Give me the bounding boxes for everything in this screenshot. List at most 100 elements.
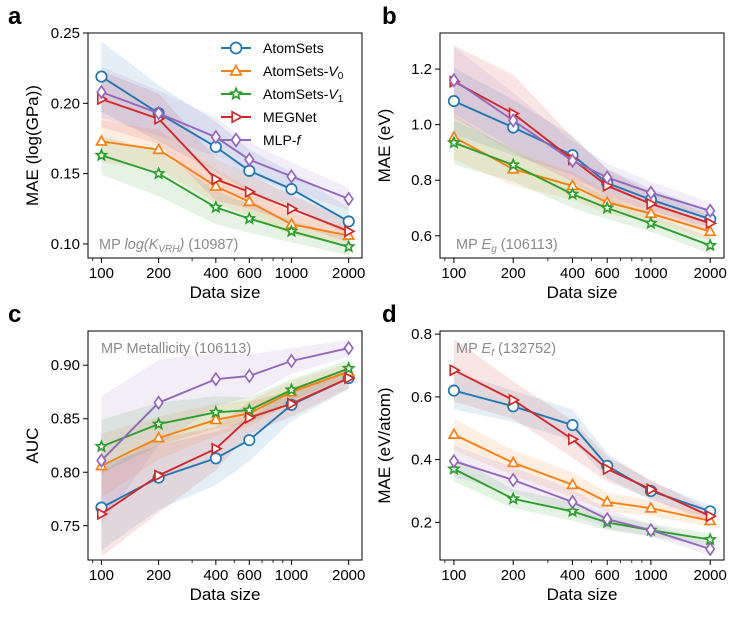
line-AtomSets-V1 [101,367,350,448]
x-tick-label: 2000 [332,265,365,282]
line-MEGNet [100,377,350,515]
x-tick-label: 1000 [275,265,308,282]
legend-label: AtomSets-V1 [263,86,344,105]
series-MLP-f [448,453,716,557]
point-AtomSets-V1-1000 [284,382,299,396]
point-AtomSets-V0-400 [566,477,579,490]
point-MEGNet-100 [449,363,461,377]
point-MEGNet-2000 [705,509,718,523]
point-MLP-f-400 [567,494,578,510]
point-MEGNet-200 [508,393,521,407]
x-tick-label: 200 [146,567,171,584]
point-MEGNet-2000 [344,371,356,385]
line-MLP-f [101,91,350,200]
point-MEGNet-2000 [705,216,718,230]
series-MLP-f [96,340,354,468]
point-AtomSets-100 [447,95,460,108]
y-tick-label: 0.6 [411,389,432,406]
point-AtomSets-100 [95,70,108,83]
y-tick-label: 1.0 [411,117,432,134]
point-MEGNet-400 [211,442,223,456]
legend-item-AtomSets-V1: AtomSets-V1 [221,86,344,105]
line-AtomSets-V1 [101,154,349,248]
point-MLP-f-200 [153,105,164,121]
y-axis-label: MAE (eV) [375,109,394,183]
point-MLP-f-600 [602,169,613,185]
y-tick-label: 0.8 [411,172,432,189]
series-MEGNet [96,92,356,238]
y-tick-label: 0.80 [51,464,80,481]
y-tick-label: 0.85 [51,411,80,428]
y-tick-label: 0.20 [51,95,80,112]
point-AtomSets-1000 [285,183,298,196]
point-AtomSets-V1-400 [565,503,580,518]
x-tick-label: 1000 [634,265,667,282]
x-tick-label: 2000 [332,567,365,584]
point-MLP-f-100 [448,453,460,469]
x-axis-label: Data size [547,585,618,604]
y-tick-label: 0.8 [411,326,432,343]
point-AtomSets-600 [243,164,256,177]
legend-item-MLP-f: MLP-f [221,132,302,148]
series-AtomSets-V1 [446,135,718,252]
x-tick-label: 2000 [694,265,727,282]
y-tick-label: 0.2 [411,514,432,531]
x-tick-label: 600 [595,567,620,584]
point-AtomSets-V1-400 [208,404,223,419]
axes-frame [439,330,725,561]
legend-marker [229,63,243,76]
y-tick-label: 0.90 [51,357,80,374]
band-MEGNet [101,367,349,557]
axes-frame [87,32,363,259]
point-AtomSets-V0-200 [506,455,520,468]
band-AtomSets [101,367,349,551]
point-MLP-f-100 [448,72,460,88]
point-MLP-f-1000 [286,353,297,369]
line-MLP-f [453,460,711,550]
legend-marker [228,86,244,101]
point-AtomSets-V0-2000 [703,224,717,237]
band-AtomSets-V0 [453,418,711,528]
point-AtomSets-V1-600 [242,211,257,225]
y-tick-label: 1.2 [411,61,432,78]
series-AtomSets-V1 [94,147,356,253]
series-MEGNet [96,371,356,521]
y-tick-label: 0.25 [51,25,80,42]
line-AtomSets-V0 [453,136,711,233]
point-MLP-f-100 [96,84,107,100]
panel-label: d [382,301,397,328]
line-MLP-f [453,79,711,212]
x-tick-label: 200 [146,265,171,282]
point-AtomSets-400 [566,419,579,432]
point-AtomSets-V1-200 [151,416,166,431]
x-tick-label: 600 [595,265,620,282]
series-AtomSets-V0 [95,134,356,240]
y-tick-label: 0.15 [51,166,80,183]
point-AtomSets-V1-600 [242,402,257,417]
legend: AtomSets AtomSets-V0 AtomSets-V1 MEGNet MLP-… [221,40,344,148]
legend-marker [231,110,244,124]
legend-item-AtomSets-V0: AtomSets-V0 [221,63,344,82]
band-MEGNet [453,45,711,232]
point-MLP-f-200 [508,113,519,128]
point-MLP-f-400 [210,129,222,145]
panel-c: 100 200 400 600 1000 2000 0.75 0.80 0.85 0.90 Data… [8,301,365,604]
series-MLP-f [448,72,716,219]
band-MEGNet [453,338,711,523]
y-axis-label: MAE (log(GPa)) [23,85,42,206]
panel-label: b [382,3,397,30]
point-MLP-f-200 [153,395,164,411]
axes-frame [87,330,363,561]
panel-d: 100 200 400 600 1000 2000 0.2 0.4 0.6 0.8 Data siz… [375,301,727,604]
point-AtomSets-V0-400 [209,179,223,191]
point-MLP-f-1000 [645,522,657,538]
point-AtomSets-V1-100 [446,135,461,149]
point-AtomSets-V0-200 [152,431,166,443]
point-MLP-f-200 [508,472,519,488]
band-AtomSets [453,67,711,228]
x-tick-label: 200 [501,265,526,282]
panel-label: c [8,301,21,328]
x-tick-label: 600 [237,265,262,282]
panel-a: 100 200 400 600 1000 2000 0.10 0.15 0.20 0.25 Data… [8,3,365,302]
band-AtomSets-V0 [453,114,711,240]
